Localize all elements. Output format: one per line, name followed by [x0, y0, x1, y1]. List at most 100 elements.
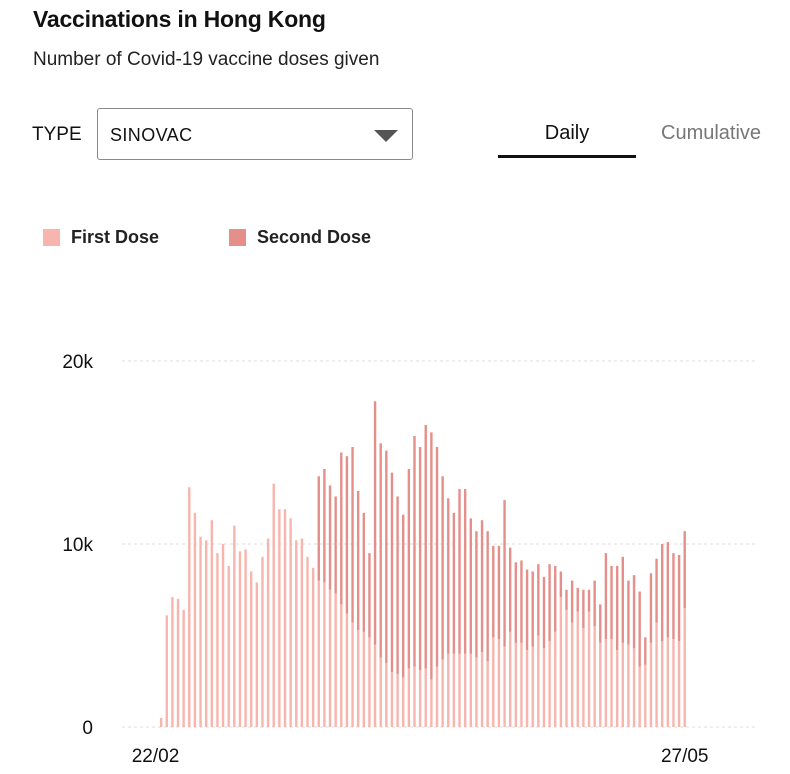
- bar-second-dose: [554, 565, 557, 632]
- bar-first-dose: [492, 637, 495, 727]
- bar-first-dose: [413, 666, 416, 727]
- bar-first-dose: [345, 613, 349, 727]
- bar-first-dose: [199, 536, 202, 727]
- bar-first-dose: [480, 651, 484, 727]
- bar-first-dose: [379, 657, 382, 727]
- bar-first-dose: [402, 677, 405, 727]
- bar-second-dose: [435, 447, 439, 667]
- tab-daily[interactable]: Daily: [544, 122, 590, 144]
- x-tick-label: 27/05: [661, 746, 709, 767]
- bar-second-dose: [413, 436, 416, 667]
- y-tick-label: 0: [82, 718, 93, 739]
- bar-first-dose: [610, 639, 613, 727]
- bar-first-dose: [548, 640, 551, 727]
- bar-first-dose: [576, 611, 579, 727]
- bar-first-dose: [278, 509, 281, 727]
- bar-second-dose: [362, 512, 366, 632]
- bar-second-dose: [677, 554, 681, 641]
- bar-first-dose: [216, 553, 219, 727]
- bar-first-dose: [311, 567, 315, 727]
- legend-second-dose: Second Dose: [229, 227, 371, 248]
- vaccine-type-select[interactable]: SINOVAC: [97, 108, 413, 160]
- bar-first-dose: [407, 668, 411, 727]
- bar-second-dose: [627, 580, 630, 645]
- bar-second-dose: [587, 589, 591, 612]
- bar-second-dose: [345, 456, 349, 614]
- bar-first-dose: [250, 571, 253, 727]
- bar-second-dose: [514, 562, 518, 643]
- bar-first-dose: [463, 653, 467, 727]
- bar-first-dose: [176, 598, 180, 727]
- x-tick-label: 22/02: [132, 746, 180, 767]
- bar-second-dose: [480, 520, 484, 652]
- bar-second-dose: [492, 545, 495, 638]
- bar-first-dose: [503, 646, 506, 727]
- bar-second-dose: [424, 425, 427, 669]
- bar-first-dose: [649, 642, 653, 727]
- bar-second-dose: [683, 531, 686, 609]
- bar-first-dose: [537, 635, 540, 727]
- vaccine-type-value: SINOVAC: [110, 125, 193, 145]
- bar-first-dose: [531, 646, 534, 727]
- bar-second-dose: [610, 565, 613, 640]
- bar-second-dose: [559, 571, 563, 598]
- bar-second-dose: [576, 587, 579, 612]
- bar-first-dose: [627, 644, 630, 727]
- bar-first-dose: [559, 597, 563, 727]
- bar-second-dose: [407, 468, 411, 669]
- bar-first-dose: [238, 551, 242, 727]
- bar-second-dose: [447, 498, 450, 654]
- bar-second-dose: [599, 604, 602, 643]
- bar-second-dose: [379, 443, 382, 658]
- bar-first-dose: [632, 648, 636, 727]
- bar-first-dose: [621, 642, 624, 727]
- bar-first-dose: [677, 640, 681, 727]
- bar-first-dose: [582, 628, 585, 727]
- bar-second-dose: [463, 489, 467, 654]
- bar-first-dose: [188, 487, 191, 727]
- bar-first-dose: [165, 615, 168, 727]
- bar-first-dose: [497, 639, 501, 727]
- bar-first-dose: [244, 549, 247, 727]
- bar-second-dose: [441, 476, 444, 660]
- page-title: Vaccinations in Hong Kong: [33, 6, 326, 32]
- bar-second-dose: [655, 558, 658, 623]
- bar-first-dose: [452, 653, 456, 727]
- bar-second-dose: [644, 637, 647, 665]
- bar-first-dose: [182, 609, 185, 727]
- tab-daily-underline: [498, 155, 636, 158]
- bar-second-dose: [615, 565, 619, 651]
- legend-label-second-dose: Second Dose: [257, 227, 372, 247]
- bar-second-dose: [565, 589, 568, 610]
- bar-second-dose: [520, 560, 523, 643]
- bar-first-dose: [272, 483, 275, 727]
- bar-second-dose: [582, 589, 585, 629]
- bar-first-dose: [159, 717, 163, 727]
- legend-swatch-second-dose: [229, 229, 246, 246]
- bar-first-dose: [441, 659, 444, 727]
- bar-first-dose: [233, 525, 236, 727]
- bar-second-dose: [525, 569, 529, 651]
- bar-second-dose: [452, 512, 456, 654]
- bar-first-dose: [683, 608, 686, 727]
- bar-first-dose: [554, 631, 557, 727]
- bar-first-dose: [390, 672, 394, 727]
- bar-second-dose: [396, 496, 399, 674]
- bar-second-dose: [632, 575, 636, 649]
- bar-first-dose: [328, 589, 332, 727]
- type-label: TYPE: [32, 124, 82, 145]
- bar-first-dose: [396, 673, 399, 727]
- legend-first-dose: First Dose: [43, 227, 159, 248]
- bar-first-dose: [340, 604, 343, 727]
- bar-second-dose: [548, 564, 551, 641]
- bar-second-dose: [458, 489, 461, 654]
- bar-first-dose: [458, 653, 461, 727]
- tab-cumulative[interactable]: Cumulative: [661, 122, 762, 144]
- bar-first-dose: [435, 666, 439, 727]
- bar-first-dose: [604, 639, 608, 727]
- bar-second-dose: [593, 580, 596, 627]
- bar-first-dose: [672, 639, 675, 727]
- bar-first-dose: [283, 509, 287, 727]
- bar-second-dose: [604, 553, 608, 640]
- bar-first-dose: [385, 662, 388, 727]
